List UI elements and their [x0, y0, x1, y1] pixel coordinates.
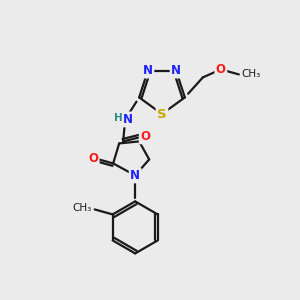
- Text: CH₃: CH₃: [72, 203, 92, 213]
- Text: CH₃: CH₃: [242, 69, 261, 80]
- Text: O: O: [88, 152, 98, 165]
- Text: N: N: [123, 113, 133, 126]
- Text: N: N: [171, 64, 181, 77]
- Text: O: O: [216, 63, 226, 76]
- Text: N: N: [143, 64, 153, 77]
- Text: H: H: [114, 113, 122, 123]
- Text: S: S: [157, 107, 167, 121]
- Text: N: N: [130, 169, 140, 182]
- Text: O: O: [140, 130, 150, 143]
